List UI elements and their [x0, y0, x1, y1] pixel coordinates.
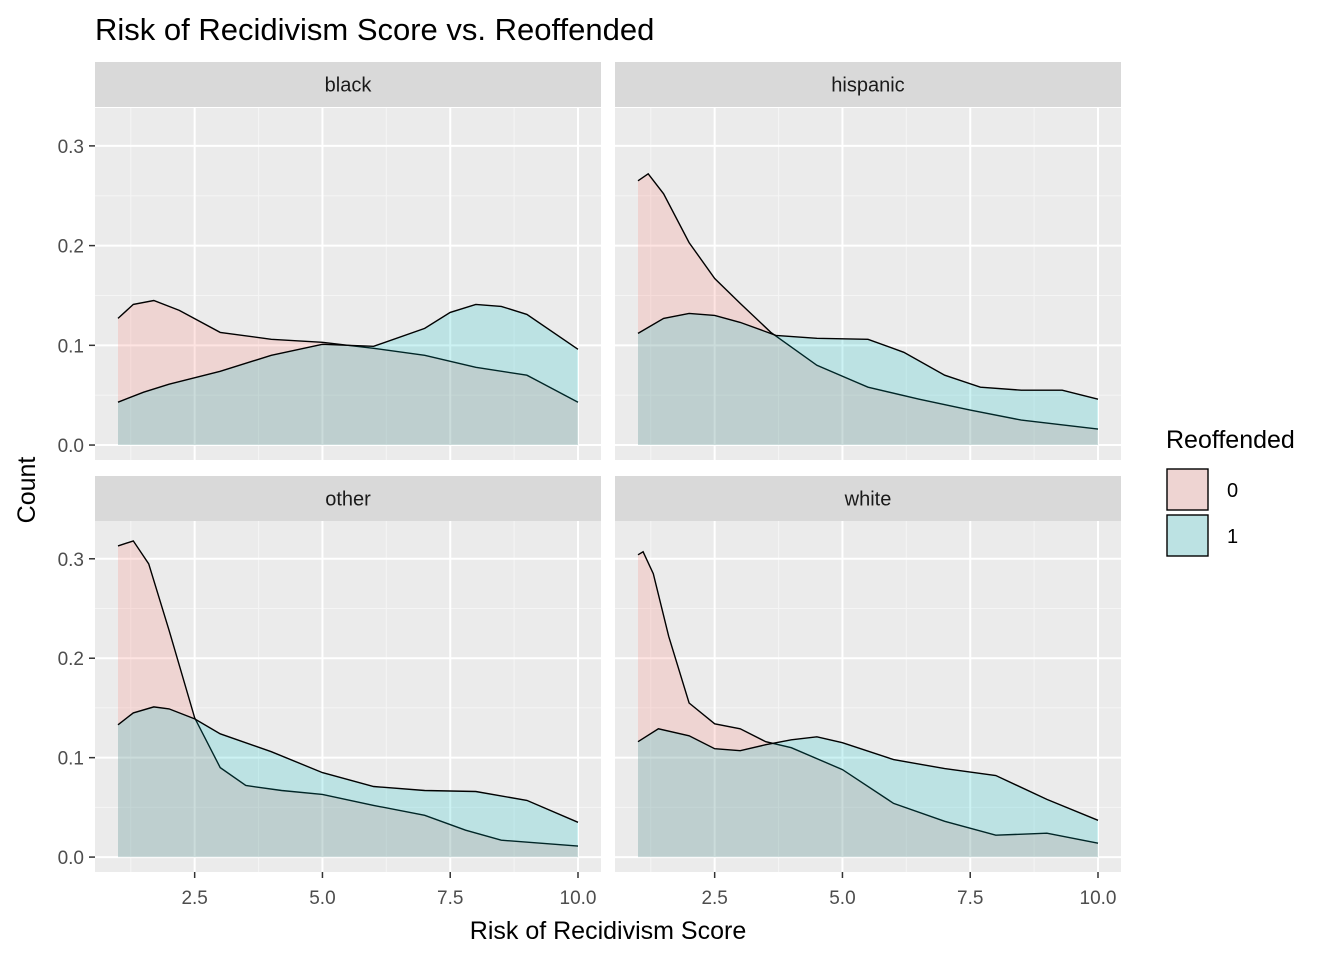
density-line-0 [117, 540, 579, 847]
facet-strip-label: white [844, 489, 892, 511]
density-line-0 [637, 550, 1099, 844]
facet-panel-hispanic: hispanic [615, 62, 1121, 460]
facet-panel-black: black 0.0 0.1 0.2 0.3 [58, 62, 601, 460]
density-area-0 [638, 173, 1098, 446]
density-area-1 [638, 313, 1098, 445]
x-axis-title: Risk of Recidivism Score [470, 917, 746, 945]
facet-panel-white: white 2.5 5.0 7.5 10.0 [615, 476, 1121, 909]
density-area-1 [118, 706, 578, 858]
y-tick-label: 0.1 [58, 749, 84, 770]
facet-panels: black 0.0 0.1 0.2 0.3 hispanic other 0.0 0.1 0.2 0… [58, 62, 1121, 909]
panel-background [95, 108, 601, 460]
legend-key-1 [1166, 514, 1209, 557]
density-area-0 [118, 540, 578, 858]
y-tick-label: 0.2 [58, 649, 84, 670]
density-line-1 [117, 303, 579, 403]
legend-key-0 [1166, 468, 1209, 511]
facet-strip [95, 476, 601, 521]
facet-strip-label: black [325, 75, 373, 97]
panel-background [95, 521, 601, 872]
legend-label-1: 1 [1227, 526, 1238, 548]
x-tick-label: 7.5 [437, 888, 463, 909]
facet-strip [615, 62, 1121, 107]
density-area-0 [118, 300, 578, 445]
density-line-1 [637, 312, 1099, 400]
density-area-0 [638, 551, 1098, 858]
x-tick-label: 10.0 [560, 888, 597, 909]
x-tick-label: 5.0 [309, 888, 335, 909]
facet-panel-other: other 0.0 0.1 0.2 0.3 2.5 5.0 7.5 10.0 [58, 476, 601, 909]
facet-strip [95, 62, 601, 107]
y-tick-label: 0.0 [58, 848, 84, 869]
facet-strip [615, 476, 1121, 521]
x-tick-label: 2.5 [181, 888, 207, 909]
density-area-1 [638, 728, 1098, 858]
y-axis-title: Count [13, 457, 41, 524]
legend-key-bg [1167, 515, 1208, 556]
x-tick-label: 7.5 [957, 888, 983, 909]
legend-label-0: 0 [1227, 480, 1238, 502]
y-tick-label: 0.1 [58, 336, 84, 357]
y-tick-label: 0.3 [58, 137, 84, 158]
density-line-1 [637, 728, 1099, 821]
panel-background [615, 108, 1121, 460]
chart-title: Risk of Recidivism Score vs. Reoffended [95, 12, 654, 47]
x-tick-label: 2.5 [701, 888, 727, 909]
facet-strip-label: other [325, 489, 371, 511]
density-line-1 [117, 706, 579, 823]
y-tick-label: 0.2 [58, 237, 84, 258]
y-tick-label: 0.3 [58, 550, 84, 571]
legend-title: Reoffended [1166, 426, 1295, 454]
legend-key-bg [1167, 469, 1208, 510]
legend: Reoffended 0 1 [1166, 426, 1295, 557]
y-tick-label: 0.0 [58, 436, 84, 457]
density-line-0 [637, 172, 1099, 430]
facet-strip-label: hispanic [831, 75, 904, 97]
density-area-1 [118, 304, 578, 445]
panel-background [615, 521, 1121, 872]
x-tick-label: 5.0 [829, 888, 855, 909]
density-line-0 [117, 299, 579, 403]
x-tick-label: 10.0 [1080, 888, 1117, 909]
